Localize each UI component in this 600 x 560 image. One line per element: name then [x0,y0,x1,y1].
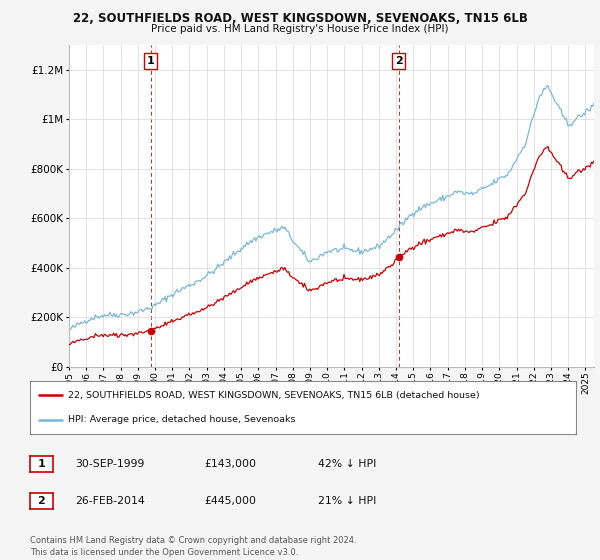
Text: 26-FEB-2014: 26-FEB-2014 [75,496,145,506]
Text: 2: 2 [395,56,403,66]
Text: 30-SEP-1999: 30-SEP-1999 [75,459,145,469]
Text: £445,000: £445,000 [204,496,256,506]
Text: HPI: Average price, detached house, Sevenoaks: HPI: Average price, detached house, Seve… [68,415,296,424]
Text: £143,000: £143,000 [204,459,256,469]
Text: Contains HM Land Registry data © Crown copyright and database right 2024.
This d: Contains HM Land Registry data © Crown c… [30,536,356,557]
Text: 1: 1 [38,459,45,469]
Text: 21% ↓ HPI: 21% ↓ HPI [318,496,376,506]
Text: 22, SOUTHFIELDS ROAD, WEST KINGSDOWN, SEVENOAKS, TN15 6LB: 22, SOUTHFIELDS ROAD, WEST KINGSDOWN, SE… [73,12,527,25]
Text: Price paid vs. HM Land Registry's House Price Index (HPI): Price paid vs. HM Land Registry's House … [151,24,449,34]
Text: 1: 1 [147,56,155,66]
Text: 42% ↓ HPI: 42% ↓ HPI [318,459,376,469]
Text: 22, SOUTHFIELDS ROAD, WEST KINGSDOWN, SEVENOAKS, TN15 6LB (detached house): 22, SOUTHFIELDS ROAD, WEST KINGSDOWN, SE… [68,391,480,400]
Text: 2: 2 [38,496,45,506]
